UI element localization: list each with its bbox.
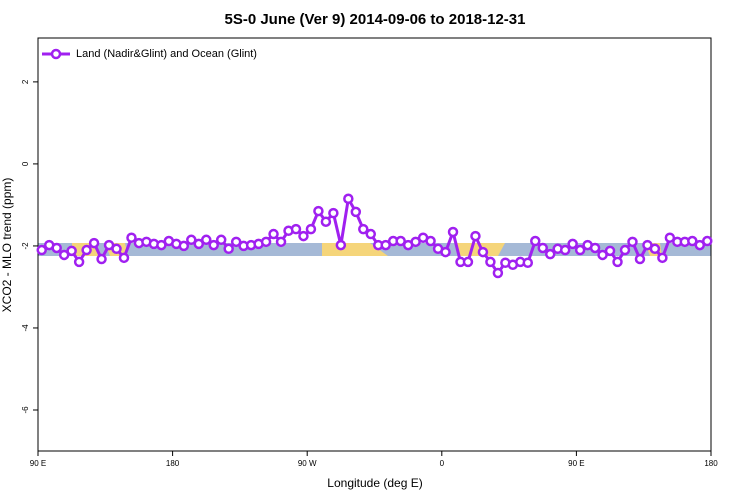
data-point [380,239,391,251]
data-point [51,242,62,254]
data-point [88,237,100,249]
data-point [298,230,309,242]
data-point [111,243,122,255]
data-point [567,238,578,250]
y-tick-label: -4 [21,324,30,332]
data-point [477,246,489,258]
x-tick-label: 90 E [30,459,46,468]
data-point [335,239,347,251]
data-point [395,235,406,247]
data-point [544,248,556,260]
x-tick-label: 0 [440,459,445,468]
data-point [440,246,451,258]
data-point [36,244,47,256]
y-tick-label: 2 [21,79,30,84]
data-point [604,245,616,257]
data-point [410,236,421,248]
data-point [260,236,272,248]
data-point [530,235,541,247]
data-point [657,252,668,264]
data-point [178,240,190,252]
data-point [81,244,92,256]
data-point [634,253,646,265]
data-point [186,234,197,246]
data-point [612,256,623,268]
data-point [664,232,676,243]
legend-label: Land (Nadir&Glint) and Ocean (Glint) [76,48,257,60]
data-point [313,205,324,217]
chart-title: 5S-0 June (Ver 9) 2014-09-06 to 2018-12-… [224,11,525,28]
data-point [537,242,548,254]
data-point [447,226,459,238]
data-point [320,216,332,227]
data-point [492,267,504,279]
data-point [619,244,631,256]
legend: Land (Nadir&Glint) and Ocean (Glint) [42,48,257,60]
legend-marker [50,48,62,60]
data-point [208,239,219,251]
data-point [73,256,85,268]
data-point [649,243,661,255]
data-point [223,243,234,255]
data-point [126,232,137,243]
data-point [268,228,279,240]
data-point [597,249,608,261]
data-point [275,236,287,248]
data-point [118,252,130,264]
x-tick-label: 90 E [568,459,584,468]
data-point [350,206,362,218]
data-point [589,242,601,254]
x-tick-label: 180 [166,459,180,468]
data-point [365,228,377,240]
data-point [215,234,227,246]
data-point [574,244,586,256]
y-tick-label: -6 [21,406,30,414]
data-point [627,236,638,248]
data-point [290,223,302,235]
x-axis-label: Longitude (deg E) [327,476,422,490]
data-point [156,239,167,251]
y-tick-label: 0 [21,161,30,166]
data-point [522,257,534,269]
data-point [559,244,571,256]
data-point [470,230,481,242]
x-tick-label: 180 [704,459,718,468]
data-point [694,239,706,251]
y-tick-label: -2 [21,242,30,250]
data-point [58,249,70,261]
data-point [96,253,107,265]
data-point [305,223,317,235]
y-axis-label: XCO2 - MLO trend (ppm) [0,178,14,313]
data-point [201,234,212,246]
data-point [425,235,436,247]
data-point [343,193,354,205]
data-point [485,256,496,268]
data-point [193,238,205,250]
data-point [230,236,242,248]
data-point [462,256,474,268]
data-point [702,235,713,247]
data-point [66,245,77,257]
data-point [687,235,698,247]
data-point [328,207,339,219]
data-point [358,223,369,235]
x-tick-label: 90 W [298,459,317,468]
